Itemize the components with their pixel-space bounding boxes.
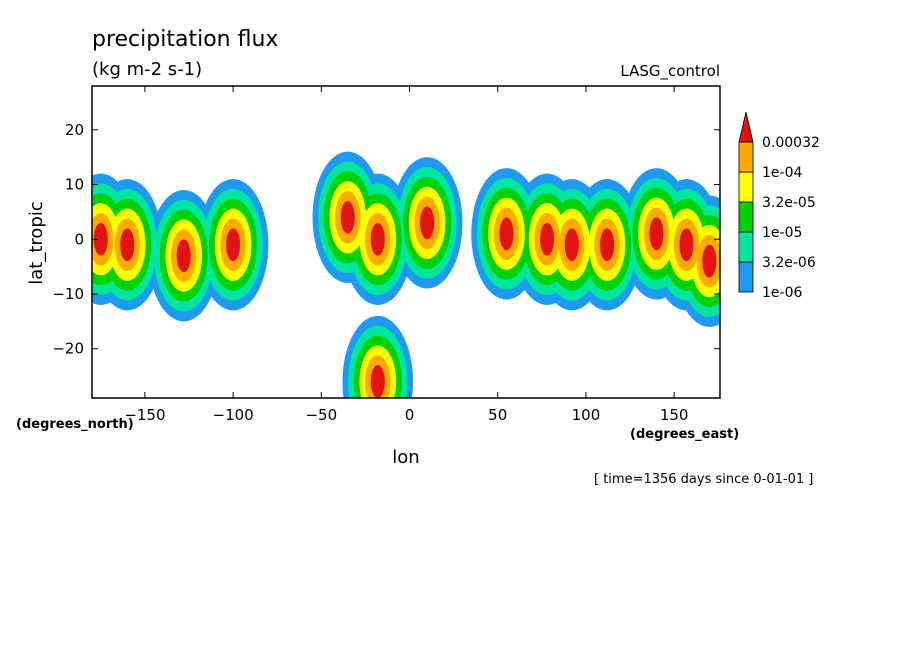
time-label: [ time=1356 days since 0-01-01 ]: [594, 472, 813, 487]
colorbar-swatch: [738, 141, 754, 173]
contour-level-5-feature-8: [540, 222, 555, 256]
y-tick-label: −20: [52, 340, 84, 358]
colorbar-label: 3.2e-05: [762, 195, 816, 211]
y-tick-label: −10: [52, 285, 84, 303]
x-tick-label: −150: [124, 406, 165, 424]
y-tick-label: 20: [65, 121, 84, 139]
x-tick-label: −50: [305, 406, 337, 424]
x-tick-label: 0: [405, 406, 415, 424]
y-tick-label: 0: [74, 230, 84, 248]
contour-level-5-feature-9: [564, 228, 579, 262]
contour-level-5-feature-7: [499, 217, 514, 251]
colorbar-label: 1e-06: [762, 285, 802, 301]
contour-level-5-feature-10: [600, 228, 615, 262]
contour-level-5-feature-0: [93, 222, 108, 256]
contour-level-5-feature-14: [370, 365, 385, 398]
x-axis-label: lon: [392, 447, 419, 468]
contour-level-5-feature-2: [176, 239, 191, 273]
x-tick-label: −100: [213, 406, 254, 424]
contour-level-5-feature-13: [702, 244, 717, 278]
chart-subtitle: (kg m-2 s-1): [92, 59, 202, 80]
colorbar-swatch: [738, 231, 754, 263]
colorbar-label: 1e-05: [762, 225, 802, 241]
y-axis: −20 −10 0 10 20: [52, 121, 720, 358]
colorbar-top-triangle: [738, 111, 754, 143]
y-axis-label: lat_tropic: [26, 201, 47, 285]
contour-level-5-feature-3: [226, 228, 241, 262]
contour-field: [92, 86, 720, 398]
contour-level-5-feature-1: [120, 228, 135, 262]
colorbar-label: 0.00032: [762, 135, 820, 151]
y-units-label: (degrees_north): [16, 417, 134, 432]
x-tick-label: 50: [488, 406, 507, 424]
contour-level-5-feature-5: [370, 222, 385, 256]
dataset-label: LASG_control: [620, 62, 720, 81]
y-tick-label: 10: [65, 176, 84, 194]
colorbar: 1e-06 3.2e-06 1e-05 3.2e-05 1e-04 0.00032: [738, 111, 820, 301]
contour-level-5-feature-12: [679, 228, 694, 262]
chart-title: precipitation flux: [92, 27, 278, 52]
x-tick-label: 150: [660, 406, 689, 424]
contour-level-5-feature-6: [420, 206, 435, 240]
colorbar-swatch: [738, 171, 754, 203]
colorbar-swatch: [738, 201, 754, 233]
x-tick-label: 100: [572, 406, 601, 424]
x-units-label: (degrees_east): [630, 427, 739, 442]
colorbar-label: 3.2e-06: [762, 255, 816, 271]
contour-level-5-feature-11: [649, 217, 664, 251]
contour-level-5-feature-4: [340, 200, 355, 234]
x-axis: −150 −100 −50 0 50 100 150: [124, 86, 688, 424]
plot-frame: [91, 85, 721, 399]
colorbar-swatch: [738, 261, 754, 293]
colorbar-label: 1e-04: [762, 165, 802, 181]
